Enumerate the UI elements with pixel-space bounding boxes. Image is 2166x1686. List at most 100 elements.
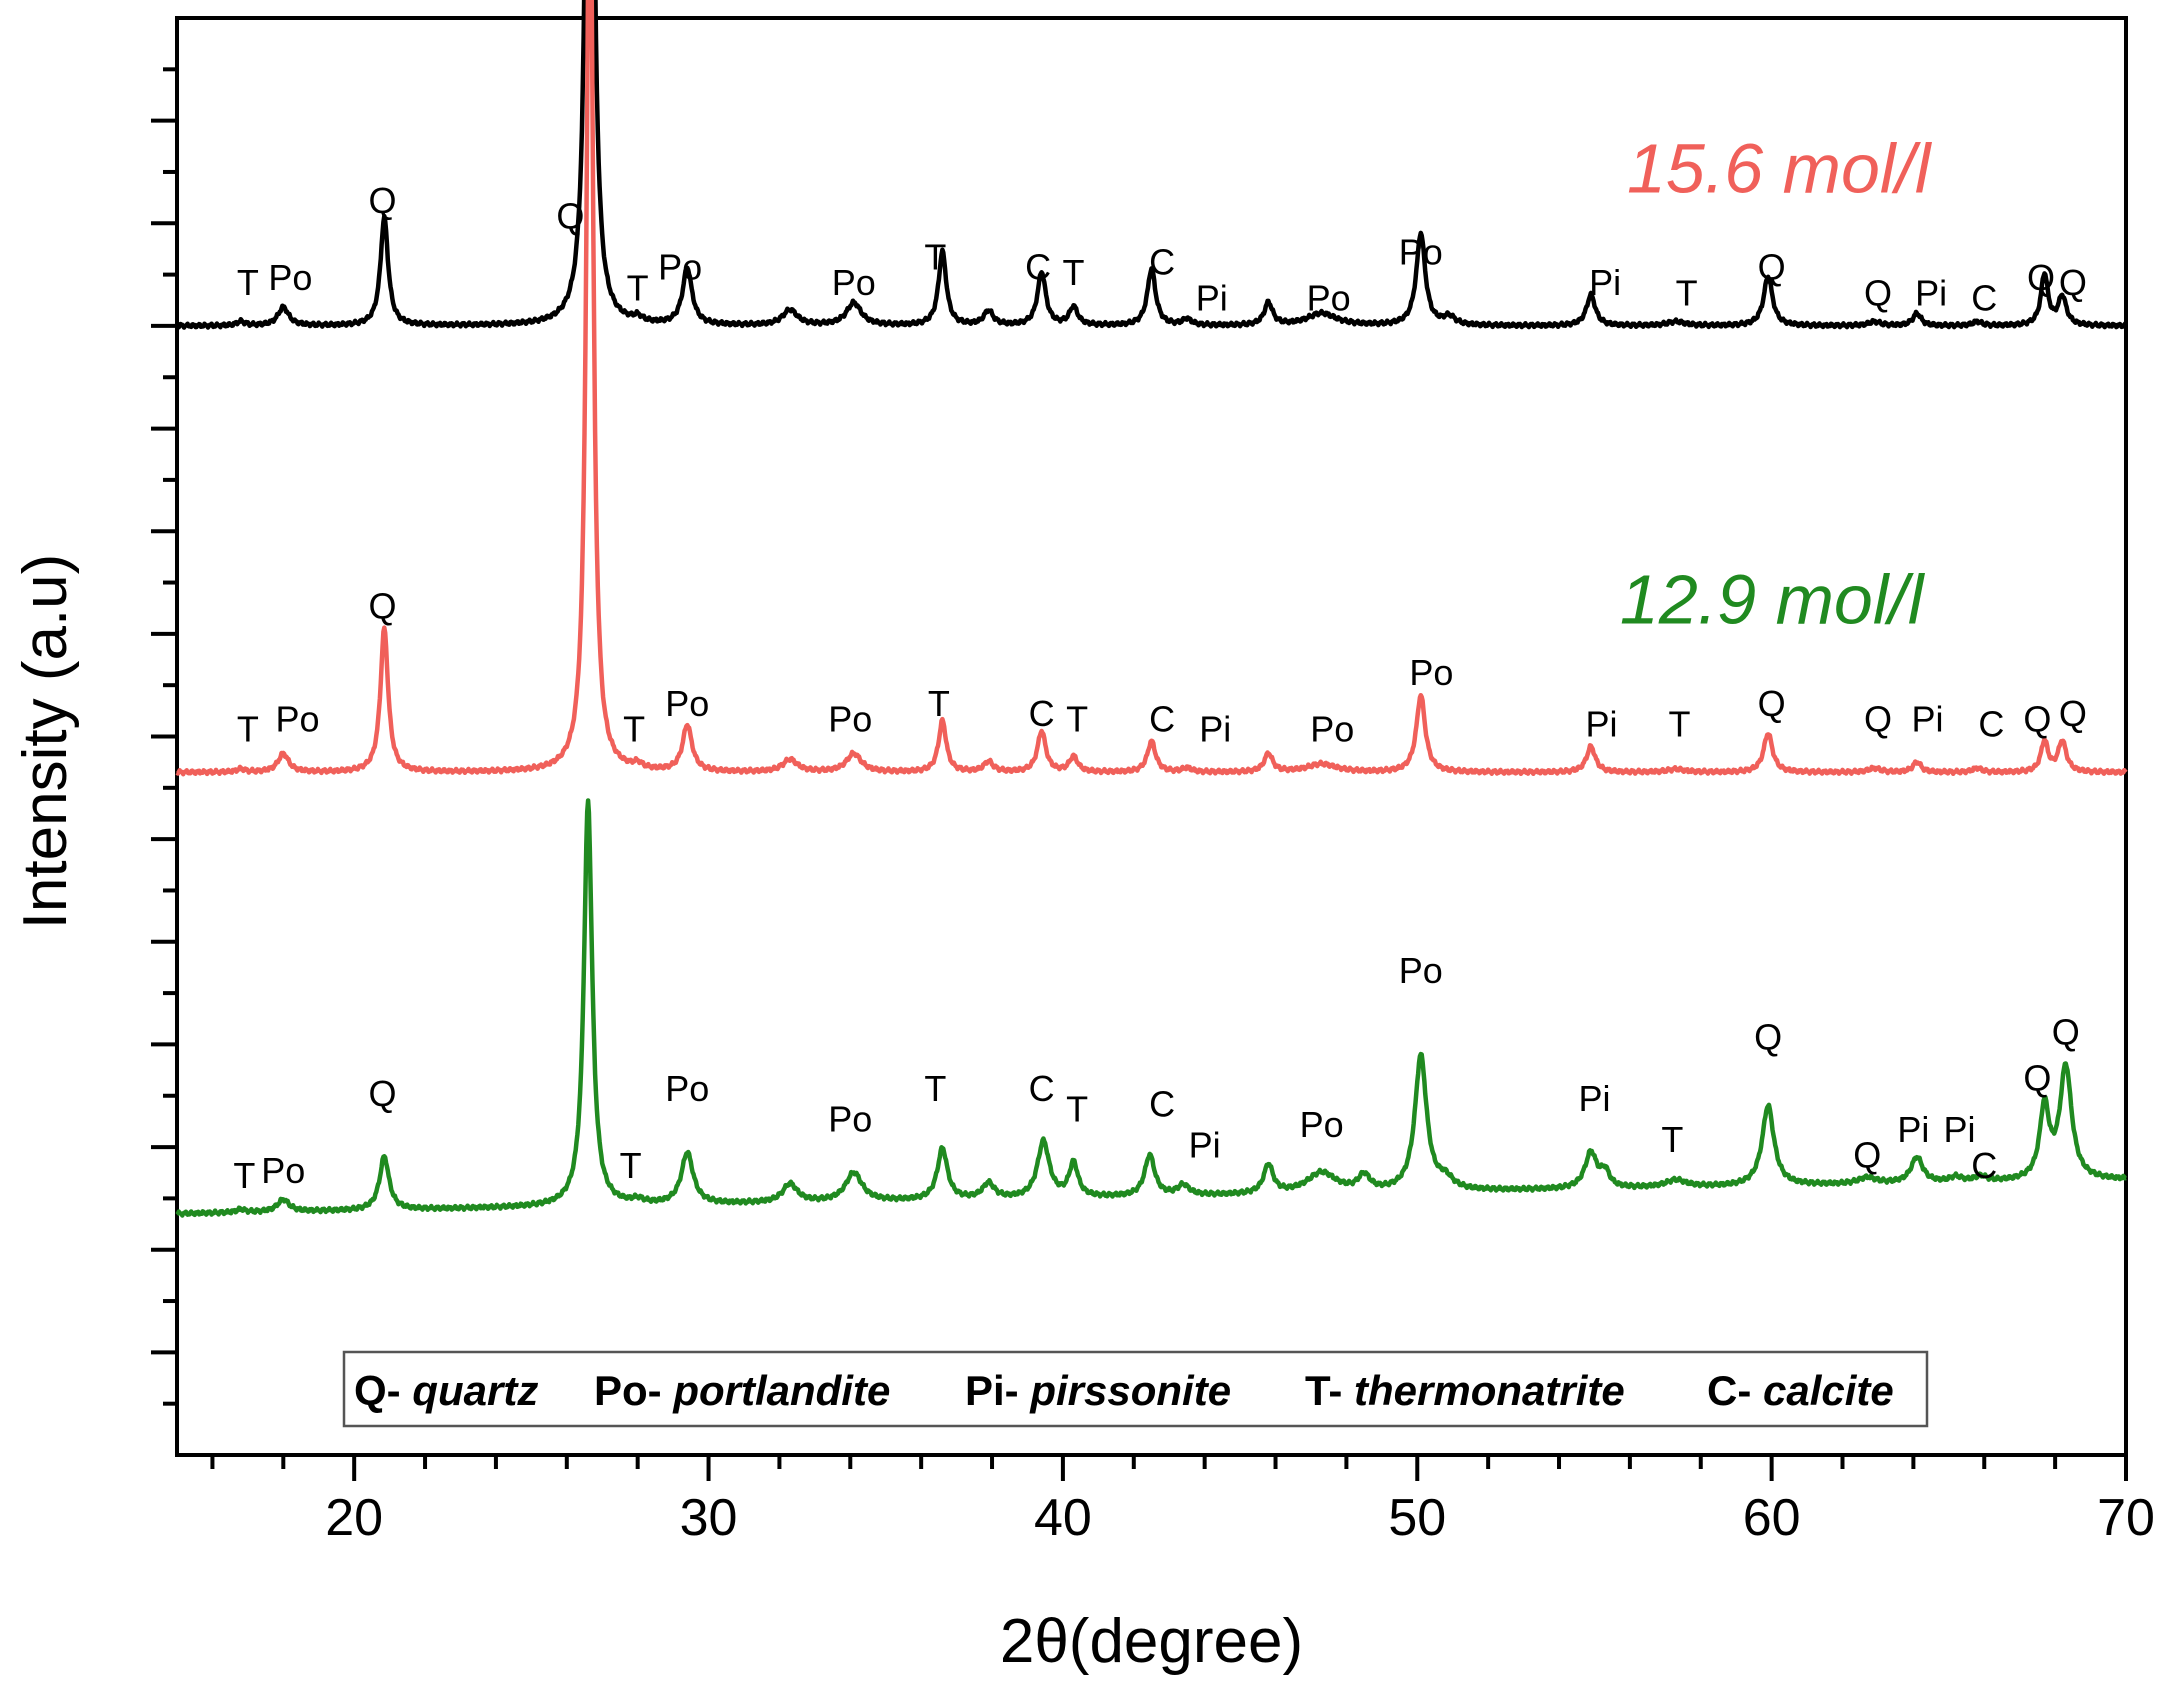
peak-label: T [1066,698,1088,739]
peak-label: Q [369,180,397,221]
series-line-2 [175,0,2128,777]
peak-label: Pi [1196,278,1228,319]
series-names: 19 mol/l15.6 mol/l12.9 mol/l [1620,129,1933,639]
peak-label: T [924,1068,946,1109]
peak-label: Pi [1897,1109,1929,1150]
peak-label: T [1063,252,1085,293]
peak-label: Po [665,683,709,724]
peak-label: C [1029,693,1055,734]
peak-label: T [1066,1088,1088,1129]
peak-label: T [627,267,649,308]
x-axis-ticks: 20 30 40 50 60 70 [210,1455,2155,1547]
peak-label: Po [275,698,319,739]
peak-label: Pi [1578,1078,1610,1119]
peak-label: C [1971,1145,1997,1186]
peak-label: Pi [1589,262,1621,303]
legend-item: T- thermonatrite [1305,1367,1625,1414]
legend-item: Pi- pirssonite [965,1367,1231,1414]
peak-label: Po [658,247,702,288]
phase-legend: Q- quartz Po- portlandite Pi- pirssonite T-… [342,1350,1929,1428]
peak-label: T [1669,704,1691,745]
peak-labels: TPoQQTPoPoTCTCPiPoPoPiTQQPiCQQTPoQQTPoPo… [233,180,2087,1196]
peak-label: Q [2023,1058,2051,1099]
peak-label: Po [665,1068,709,1109]
x-tick-label: 30 [680,1489,738,1547]
y-axis-ticks [151,67,177,1406]
peak-label: Pi [1199,709,1231,750]
peak-label: Po [828,698,872,739]
legend-code: C- [1707,1367,1763,1414]
series-line-3 [175,798,2128,1218]
peak-label: Q [1864,698,1892,739]
series-name-label: 12.9 mol/l [1620,561,1926,639]
legend-box [342,1350,1929,1428]
peak-label: Q [1754,1017,1782,1058]
x-tick-label: 60 [1743,1489,1801,1547]
legend-name: calcite [1763,1367,1894,1414]
legend-item: Q- quartz [354,1367,538,1414]
peak-label: Po [1300,1104,1344,1145]
peak-label: T [237,709,259,750]
peak-label: Po [261,1150,305,1191]
peak-label: T [623,709,645,750]
peak-label: Po [268,257,312,298]
peak-label: Q [369,585,397,626]
peak-label: T [928,683,950,724]
peak-label: T [237,262,259,303]
peak-label: C [1971,278,1997,319]
legend-name: quartz [412,1367,538,1414]
legend-name: pirssonite [1029,1367,1231,1414]
peak-label: Po [1409,652,1453,693]
peak-label: T [1661,1119,1683,1160]
peak-label: C [1149,242,1175,283]
peak-label: Q [2059,262,2087,303]
x-tick-label: 40 [1034,1489,1092,1547]
peak-label: C [1025,247,1051,288]
peak-label: Q [2027,257,2055,298]
peak-label: C [1029,1068,1055,1109]
legend-item: C- calcite [1707,1367,1894,1414]
peak-label: Q [1758,683,1786,724]
legend-code: Pi- [965,1367,1030,1414]
legend-code: Q- [354,1367,412,1414]
series-name-label: 15.6 mol/l [1627,129,1933,207]
peak-label: Po [1399,950,1443,991]
peak-label: T [233,1155,255,1196]
peak-label: Q [369,1073,397,1114]
peak-label: Pi [1189,1124,1221,1165]
peak-label: Q [556,195,584,236]
peak-label: T [620,1145,642,1186]
peak-label: Po [1310,709,1354,750]
peak-label: Q [2059,693,2087,734]
x-tick-label: 20 [325,1489,383,1547]
peak-label: C [1149,698,1175,739]
peak-label: Q [1864,272,1892,313]
peak-label: Pi [1586,704,1618,745]
y-axis-title: Intensity (a.u) [11,554,80,930]
x-tick-label: 70 [2097,1489,2155,1547]
legend-code: T- [1305,1367,1354,1414]
legend-code: Po- [594,1367,673,1414]
peak-label: Po [1399,231,1443,272]
series-line-1 [175,0,2128,330]
peak-label: Po [1307,278,1351,319]
x-axis-title: 2θ(degree) [1000,1607,1303,1676]
peak-label: Q [1853,1135,1881,1176]
legend-name: portlandite [672,1367,890,1414]
peak-label: Q [2023,698,2051,739]
peak-label: Pi [1915,272,1947,313]
peak-label: Pi [1943,1109,1975,1150]
peak-label: Po [828,1099,872,1140]
legend-item: Po- portlandite [594,1367,890,1414]
peak-label: Pi [1912,698,1944,739]
x-tick-label: 50 [1388,1489,1446,1547]
peak-label: Q [2052,1011,2080,1052]
peak-label: C [1149,1083,1175,1124]
peak-label: Po [832,262,876,303]
legend-name: thermonatrite [1354,1367,1625,1414]
series-layer [175,0,2128,1218]
peak-label: T [924,236,946,277]
peak-label: C [1978,704,2004,745]
peak-label: Q [1758,247,1786,288]
